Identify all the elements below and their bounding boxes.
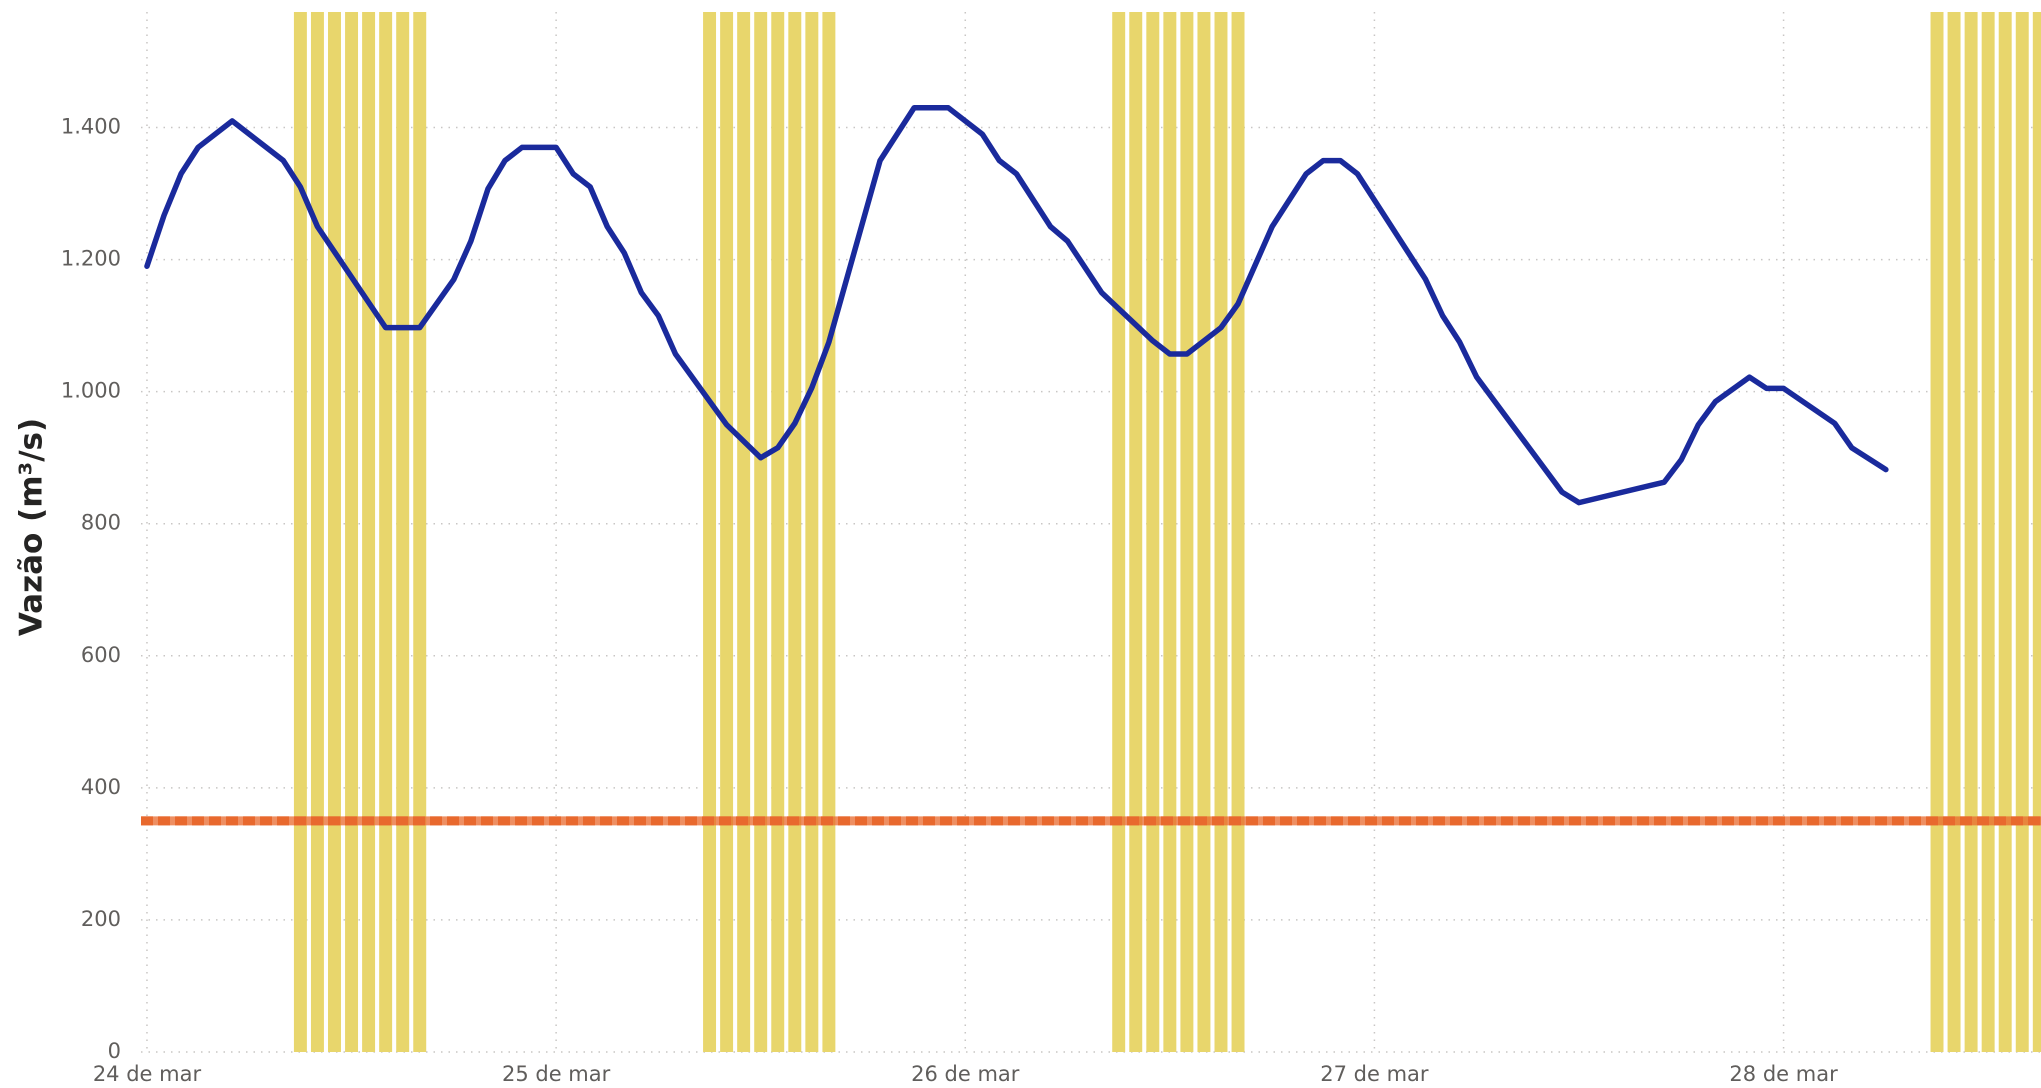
flag-bar: [1163, 12, 1177, 1052]
flag-bar: [362, 12, 376, 1052]
x-tick-label: 24 de mar: [93, 1062, 202, 1086]
y-tick-label: 1.400: [61, 115, 121, 139]
y-tick-label: 400: [81, 775, 121, 799]
flag-bar: [788, 12, 802, 1052]
flag-bar: [293, 12, 307, 1052]
flag-bar: [822, 12, 836, 1052]
flag-bar: [1947, 12, 1961, 1052]
flag-bar: [413, 12, 427, 1052]
flag-bar: [1112, 12, 1126, 1052]
flag-bar: [737, 12, 751, 1052]
flag-bar: [1981, 12, 1995, 1052]
flag-bar: [1964, 12, 1978, 1052]
flag-bar: [396, 12, 410, 1052]
flag-bar: [1180, 12, 1194, 1052]
x-tick-label: 25 de mar: [502, 1062, 611, 1086]
flag-bar: [1129, 12, 1143, 1052]
flag-bar: [1146, 12, 1160, 1052]
x-tick-label: 27 de mar: [1320, 1062, 1429, 1086]
x-tick-label: 26 de mar: [911, 1062, 1020, 1086]
flag-bar: [1231, 12, 1245, 1052]
flag-bar: [754, 12, 768, 1052]
flag-bar: [1998, 12, 2012, 1052]
flag-bar: [1197, 12, 1211, 1052]
flag-bar: [771, 12, 785, 1052]
y-tick-label: 600: [81, 643, 121, 667]
flag-bar: [379, 12, 393, 1052]
y-tick-label: 0: [108, 1039, 121, 1063]
flag-bar: [1214, 12, 1228, 1052]
flag-bar: [310, 12, 324, 1052]
x-tick-label: 28 de mar: [1729, 1062, 1838, 1086]
y-tick-label: 800: [81, 511, 121, 535]
y-tick-label: 1.200: [61, 247, 121, 271]
flag-bar: [2032, 12, 2041, 1052]
y-axis-title: Vazão (m³/s): [14, 418, 50, 636]
flag-bar: [2015, 12, 2029, 1052]
y-tick-label: 1.000: [61, 379, 121, 403]
flag-bar: [345, 12, 359, 1052]
flow-line: [144, 104, 1889, 506]
flag-bar: [328, 12, 341, 1052]
flag-bar: [703, 12, 717, 1052]
flag-bar: [1930, 12, 1944, 1052]
flag-bar: [805, 12, 819, 1052]
flag-bar: [720, 12, 734, 1052]
y-tick-label: 200: [81, 907, 121, 931]
